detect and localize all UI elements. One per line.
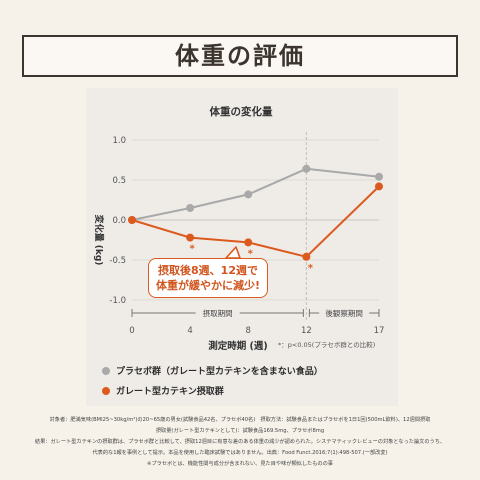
legend-item-placebo: プラセボ群（ガレート型カテキンを含まない食品） <box>102 364 323 377</box>
legend-marker-placebo <box>102 366 110 375</box>
legend-label-catechin: ガレート型カテキン摂取群 <box>116 387 224 397</box>
footnote-line: ※プラセボとは、機能性関与成分が含まれない、見た目や味が類似したものの事 <box>147 461 333 467</box>
y-tick-label: -1.0 <box>109 296 126 306</box>
x-tick-label: 8 <box>246 326 251 336</box>
chart-panel <box>86 88 398 406</box>
footnote-line: 摂取量(ガレート型カテキンとして)：試験食品169.5mg、プラセボ8mg <box>155 428 325 434</box>
x-tick-label: 0 <box>129 326 134 336</box>
catechin-line <box>131 185 380 258</box>
footnote-line: 対象者：肥満気味(BMI25~30kg/m²)の20~65歳の男女(試験食品42… <box>49 417 431 423</box>
placebo-line <box>131 167 380 221</box>
period-label-bg <box>195 307 240 319</box>
x-axis-label: 測定時期 (週) <box>208 340 268 352</box>
catechin-point <box>244 238 253 247</box>
significance-note: *：p<0.05(プラセボ群との比較) <box>278 340 375 349</box>
x-tick-label: 4 <box>187 326 192 336</box>
period-label: 摂取期間 <box>203 308 233 318</box>
significance-mark: * <box>248 248 254 259</box>
callout-box: 摂取後8週、12週で 体重が緩やかに減少! <box>148 258 268 298</box>
period-label-bg <box>319 307 370 319</box>
y-tick-label: 1.0 <box>112 136 126 146</box>
catechin-point <box>375 182 383 191</box>
callout-pointer <box>225 246 241 259</box>
y-tick-label: 0.5 <box>112 176 126 186</box>
legend-marker-catechin <box>102 386 110 395</box>
y-tick-label: -0.5 <box>109 256 126 266</box>
callout-line-1: 摂取後8週、12週で <box>158 264 258 277</box>
catechin-point <box>128 216 136 224</box>
legend-item-catechin: ガレート型カテキン摂取群 <box>102 384 323 397</box>
y-axis-label: 変化量 (kg) <box>93 215 105 266</box>
chart-title: 体重の変化量 <box>210 105 273 118</box>
x-tick-label: 12 <box>301 326 312 336</box>
title-box: 体重の評価 <box>22 35 458 77</box>
catechin-point <box>186 233 195 242</box>
significance-mark: * <box>308 263 314 274</box>
legend: プラセボ群（ガレート型カテキンを含まない食品） ガレート型カテキン摂取群 <box>102 364 323 404</box>
x-tick-label: 17 <box>374 326 385 336</box>
footnotes: 対象者：肥満気味(BMI25~30kg/m²)の20~65歳の男女(試験食品42… <box>14 415 466 470</box>
placebo-point <box>244 190 253 199</box>
callout-line-2: 体重が緩やかに減少! <box>155 279 261 292</box>
placebo-point <box>375 172 383 181</box>
significance-mark: * <box>190 244 196 255</box>
placebo-point <box>302 164 311 173</box>
footnote-line: 代表的な1報を事例として提示。本品を使用した臨床試験ではありません。出典：Foo… <box>92 450 388 456</box>
y-tick-label: 0.0 <box>112 216 126 226</box>
page-title: 体重の評価 <box>175 42 305 70</box>
footnote-line: 結果：ガレート型カテキンの摂取群は、プラセボ群と比較して、摂取12週目に有意な差… <box>34 439 446 445</box>
placebo-point <box>186 204 195 212</box>
catechin-point <box>302 252 311 261</box>
legend-label-placebo: プラセボ群（ガレート型カテキンを含まない食品） <box>116 367 323 377</box>
period-label: 後観察期間 <box>325 308 363 318</box>
